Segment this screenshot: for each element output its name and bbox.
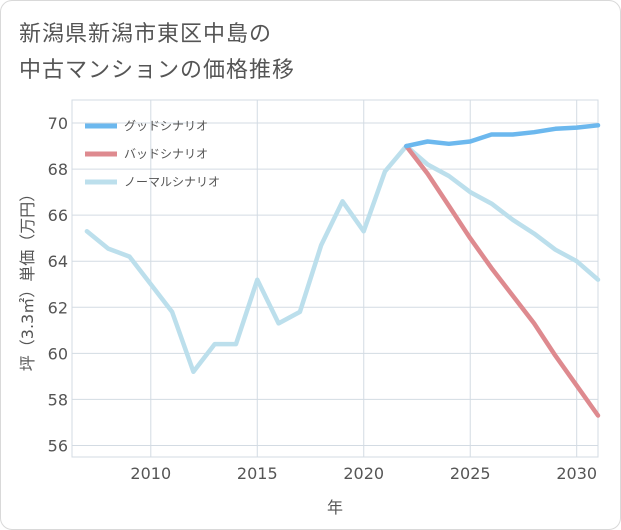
y-tick-label: 66 (48, 206, 68, 225)
chart-title-line-2: 中古マンションの価格推移 (19, 58, 296, 83)
y-tick-label: 56 (48, 436, 68, 455)
y-tick-label: 68 (48, 160, 68, 179)
plot-area (72, 100, 598, 457)
chart-title: 新潟県新潟市東区中島の 中古マンションの価格推移 (19, 17, 539, 89)
y-axis-label: 坪（3.3㎡）単価（万円） (18, 186, 37, 371)
x-axis-label: 年 (327, 498, 343, 517)
x-tick-label: 2020 (343, 464, 384, 483)
series-line-bad (404, 143, 601, 418)
x-tick-label: 2010 (130, 464, 171, 483)
series-line-good (404, 123, 601, 149)
y-tick-label: 64 (48, 252, 68, 271)
x-tick-label: 2030 (556, 464, 597, 483)
series-line-normal (84, 143, 601, 375)
legend-item-normal-label: ノーマルシナリオ (124, 175, 220, 189)
legend-item-bad-label: バッドシナリオ (124, 147, 208, 161)
y-tick-label: 62 (48, 298, 68, 317)
y-tick-label: 70 (48, 114, 68, 133)
x-tick-label: 2015 (237, 464, 278, 483)
y-tick-label: 60 (48, 344, 68, 363)
legend-item-good-label: グッドシナリオ (124, 119, 208, 133)
y-tick-label: 58 (48, 390, 68, 409)
x-tick-label: 2025 (450, 464, 491, 483)
chart-title-line-1: 新潟県新潟市東区中島の (19, 22, 273, 47)
